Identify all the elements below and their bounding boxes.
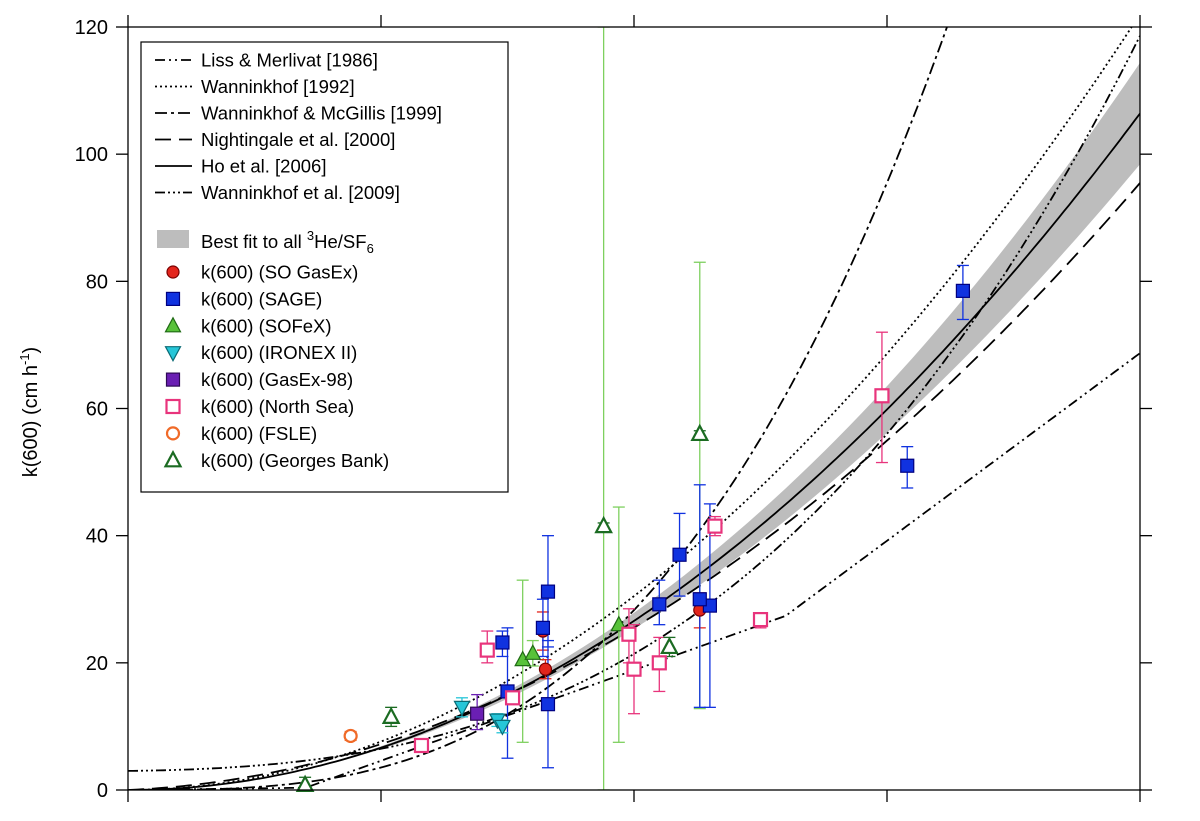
legend-label-ho06: Ho et al. [2006] [201, 156, 326, 177]
y-axis-label: k(600) (cm h-1) [17, 347, 42, 477]
point-s3-p0 [453, 700, 471, 717]
legend-label-n00: Nightingale et al. [2000] [201, 129, 395, 150]
point-s1-p1 [495, 635, 510, 650]
legend: Best fit to all 3He/SF6 Liss & Merlivat … [140, 41, 509, 493]
point-s1-p8 [692, 592, 707, 607]
legend-marker-3 [164, 346, 182, 362]
y-tick-label-1: 20 [86, 653, 108, 675]
point-s7-p3 [660, 636, 679, 655]
point-s4-p0 [470, 706, 485, 721]
legend-swatch-band [157, 230, 189, 248]
legend-label-series-3: k(600) (IRONEX II) [201, 342, 357, 363]
y-axis: 0 20 40 60 80 100 120 [75, 17, 1152, 802]
y-axis-label-close: ) [20, 347, 42, 354]
legend-label-series-6: k(600) (FSLE) [201, 423, 317, 444]
point-s1-p5 [652, 597, 667, 612]
point-s5-p3 [621, 626, 637, 642]
legend-marker-0 [166, 265, 180, 279]
data-points-layer [295, 283, 971, 793]
y-tick-label-6: 120 [75, 17, 108, 39]
band-label-prefix: Best fit to all [201, 231, 307, 252]
legend-marker-1 [165, 291, 181, 306]
y-axis-label-sup: -1 [17, 353, 32, 365]
point-s3-p2 [493, 719, 511, 736]
curve-w92 [128, 27, 1133, 790]
y-tick-label-4: 80 [86, 271, 108, 293]
curve-wm99 [128, 27, 948, 790]
point-s5-p7 [752, 611, 769, 628]
point-s1-p3 [540, 584, 556, 599]
legend-marker-6 [165, 426, 181, 441]
point-s7-p0 [295, 774, 315, 793]
legend-label-series-1: k(600) (SAGE) [201, 288, 322, 309]
point-s1-p6 [672, 547, 687, 562]
legend-label-series-5: k(600) (North Sea) [201, 396, 354, 417]
legend-label-w92: Wanninkhof [1992] [201, 76, 355, 97]
legend-marker-5 [165, 398, 181, 415]
y-tick-label-5: 100 [75, 144, 108, 166]
legend-marker-4 [165, 372, 181, 387]
point-s1-p9 [900, 458, 915, 473]
curve-ho06 [128, 112, 1140, 790]
point-s0-p1 [538, 662, 553, 676]
point-s5-p0 [413, 737, 430, 754]
point-s6-p0 [343, 728, 358, 744]
legend-label-band: Best fit to all 3He/SF6 [201, 228, 374, 256]
legend-label-series-2: k(600) (SOFeX) [201, 315, 332, 336]
point-s7-p1 [381, 706, 401, 724]
point-s5-p6 [707, 518, 723, 534]
legend-label-wm99: Wanninkhof & McGillis [1999] [201, 103, 442, 124]
point-s7-p2 [594, 515, 613, 534]
point-s5-p4 [626, 661, 642, 677]
legend-box [140, 41, 509, 493]
legend-label-liss: Liss & Merlivat [1986] [201, 50, 378, 71]
y-axis-label-main: k(600) (cm h [20, 365, 42, 477]
legend-marker-2 [164, 316, 182, 333]
point-s1-p2 [535, 620, 551, 635]
band-label-sup: 3 [307, 228, 314, 243]
curve-w09 [128, 35, 1140, 772]
legend-marker-7 [163, 449, 183, 468]
legend-label-series-0: k(600) (SO GasEx) [201, 262, 358, 283]
band-label-mid: He/SF [314, 231, 366, 252]
point-s5-p2 [504, 690, 521, 706]
point-s5-p5 [651, 655, 667, 671]
legend-label-series-4: k(600) (GasEx-98) [201, 369, 353, 390]
point-s5-p1 [479, 642, 495, 658]
y-tick-label-3: 60 [86, 399, 108, 421]
y-tick-label-2: 40 [86, 526, 108, 548]
point-s1-p10 [955, 283, 971, 298]
legend-label-series-7: k(600) (Georges Bank) [201, 450, 389, 471]
point-s5-p8 [874, 388, 890, 404]
y-axis-title: k(600) (cm h-1) [17, 347, 42, 477]
legend-label-w09: Wanninkhof et al. [2009] [201, 182, 400, 203]
point-s1-p4 [540, 697, 556, 712]
y-tick-label-0: 0 [97, 780, 108, 802]
point-s7-p4 [690, 423, 710, 442]
band-label-sub: 6 [367, 241, 374, 256]
point-s2-p1 [524, 644, 542, 660]
extra-errorbar-0 [597, 27, 610, 790]
model-curves-layer [128, 27, 1140, 790]
